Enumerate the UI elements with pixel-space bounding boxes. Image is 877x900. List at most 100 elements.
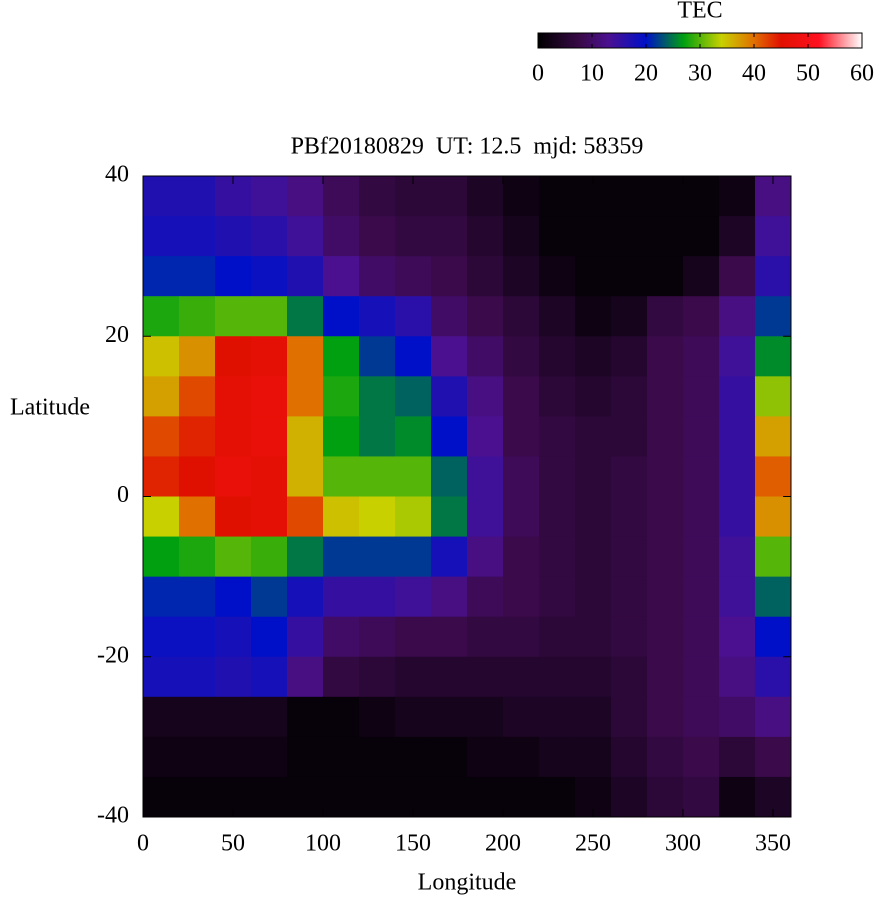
heatmap-cell — [683, 536, 720, 578]
heatmap-cell — [323, 576, 360, 618]
heatmap-cell — [683, 176, 720, 217]
heatmap-cell — [323, 696, 360, 738]
heatmap-cell — [719, 176, 756, 217]
heatmap-cell — [251, 776, 288, 818]
heatmap-cell — [251, 496, 288, 538]
heatmap-cell — [143, 496, 180, 538]
heatmap-cell — [575, 656, 612, 698]
heatmap-cell — [179, 576, 216, 618]
heatmap-cell — [359, 696, 396, 738]
heatmap-cell — [647, 616, 684, 658]
heatmap-cell — [395, 336, 432, 377]
heatmap-cell — [251, 696, 288, 738]
heatmap-cell — [323, 336, 360, 377]
heatmap-cell — [575, 376, 612, 417]
heatmap-cell — [467, 656, 504, 698]
heatmap-cell — [539, 216, 576, 257]
heatmap-cell — [179, 336, 216, 377]
heatmap-cell — [395, 696, 432, 738]
colorbar-tick-label: 10 — [580, 61, 604, 87]
colorbar-tick-label: 20 — [634, 61, 658, 87]
heatmap-cell — [503, 336, 540, 377]
y-tick-label: 20 — [105, 322, 129, 348]
heatmap-cell — [611, 776, 648, 818]
heatmap-cell — [683, 776, 720, 818]
heatmap-cell — [323, 616, 360, 658]
heatmap-cell — [215, 456, 252, 497]
heatmap-cell — [251, 256, 288, 297]
heatmap-cell — [143, 536, 180, 578]
heatmap-cell — [503, 576, 540, 618]
heatmap-cell — [143, 656, 180, 698]
heatmap-cell — [467, 736, 504, 778]
heatmap-cell — [287, 536, 324, 578]
heatmap-cell — [143, 616, 180, 658]
x-tick-label: 200 — [485, 831, 521, 857]
heatmap-cell — [683, 736, 720, 778]
heatmap-cell — [647, 496, 684, 538]
heatmap-cell — [719, 616, 756, 658]
heatmap-cell — [467, 696, 504, 738]
heatmap-cell — [575, 696, 612, 738]
heatmap-cell — [431, 576, 468, 618]
heatmap-cell — [287, 256, 324, 297]
heatmap-cell — [503, 416, 540, 457]
heatmap-cell — [251, 616, 288, 658]
heatmap-cell — [215, 696, 252, 738]
heatmap-cell — [395, 496, 432, 538]
heatmap-cell — [179, 616, 216, 658]
heatmap-cell — [503, 656, 540, 698]
chart-title: PBf20180829 UT: 12.5 mjd: 58359 — [291, 134, 644, 160]
heatmap-cell — [755, 416, 792, 457]
heatmap-cell — [395, 656, 432, 698]
heatmap-cell — [539, 656, 576, 698]
heatmap-cell — [359, 296, 396, 337]
heatmap-cell — [179, 456, 216, 497]
heatmap-cell — [431, 496, 468, 538]
heatmap-cell — [575, 616, 612, 658]
heatmap-cell — [611, 416, 648, 457]
heatmap-cell — [683, 416, 720, 457]
heatmap-cell — [539, 776, 576, 818]
heatmap-cell — [575, 416, 612, 457]
heatmap-cell — [575, 456, 612, 497]
heatmap-cell — [683, 496, 720, 538]
heatmap-cell — [287, 296, 324, 337]
heatmap-cell — [611, 496, 648, 538]
heatmap-cell — [431, 216, 468, 257]
colorbar-label: TEC — [677, 0, 722, 24]
heatmap-cell — [179, 416, 216, 457]
heatmap-cell — [719, 216, 756, 257]
heatmap-cell — [431, 736, 468, 778]
heatmap-cell — [683, 576, 720, 618]
heatmap-cell — [287, 656, 324, 698]
x-tick-label: 350 — [755, 831, 791, 857]
heatmap-cell — [647, 296, 684, 337]
heatmap-cell — [287, 376, 324, 417]
heatmap-cell — [683, 456, 720, 497]
heatmap-cell — [215, 656, 252, 698]
heatmap-cell — [719, 656, 756, 698]
x-tick-label: 0 — [137, 831, 149, 857]
heatmap-cell — [575, 576, 612, 618]
heatmap-cell — [539, 616, 576, 658]
heatmap-cell — [647, 416, 684, 457]
heatmap-cell — [215, 576, 252, 618]
heatmap-cell — [143, 456, 180, 497]
x-tick-label: 250 — [575, 831, 611, 857]
heatmap-cell — [539, 456, 576, 497]
heatmap-cell — [503, 696, 540, 738]
y-tick-label: -40 — [97, 803, 129, 829]
heatmap-cell — [143, 576, 180, 618]
heatmap-cell — [215, 416, 252, 457]
heatmap-cell — [467, 456, 504, 497]
heatmap-cell — [647, 176, 684, 217]
heatmap-cell — [755, 496, 792, 538]
x-axis-label: Longitude — [418, 870, 517, 896]
heatmap-cell — [719, 776, 756, 818]
heatmap-cell — [611, 616, 648, 658]
heatmap-cell — [287, 416, 324, 457]
heatmap-cell — [287, 616, 324, 658]
heatmap-cell — [539, 496, 576, 538]
heatmap-cell — [683, 616, 720, 658]
